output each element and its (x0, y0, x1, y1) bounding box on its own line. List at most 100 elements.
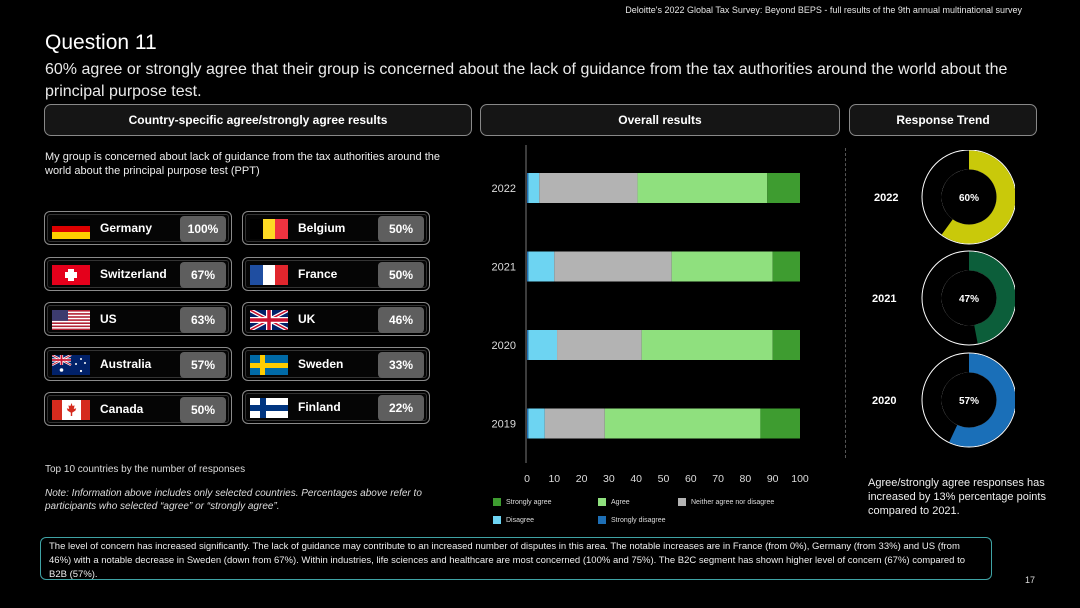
overall-results-chart: 2022 2021 2020 2019 0 10 20 30 40 50 60 70 80 90 100 (492, 145, 809, 485)
country-name: Switzerland (100, 267, 167, 281)
panel-divider (845, 148, 846, 458)
trend-year-2020: 2020 (872, 395, 897, 407)
sweden-flag-icon (250, 355, 288, 375)
legend-label: Agree (611, 498, 630, 506)
country-card-australia: Australia 57% (44, 347, 232, 381)
donut-hole (941, 372, 997, 428)
x-tick-label: 20 (576, 473, 588, 485)
country-percent: 57% (180, 352, 226, 378)
donut-value-label: 47% (959, 294, 979, 305)
x-tick-label: 10 (548, 473, 560, 485)
country-percent: 50% (378, 262, 424, 288)
category-label: 2021 (492, 262, 516, 274)
germany-flag-icon (52, 219, 90, 239)
legend-agree: Agree (598, 498, 630, 506)
bar-segment (527, 251, 529, 282)
legend-disagree: Disagree (493, 516, 534, 524)
bar-segment (527, 408, 529, 439)
x-tick-label: 0 (524, 473, 530, 485)
country-card-uk: UK 46% (242, 302, 430, 336)
country-card-belgium: Belgium 50% (242, 211, 430, 245)
country-name: Sweden (298, 357, 344, 371)
legend-label: Neither agree nor disagree (691, 498, 775, 506)
trend-panel-header: Response Trend (849, 104, 1037, 136)
donut-hole (941, 169, 997, 225)
donut-value-label: 60% (959, 193, 979, 204)
australia-flag-icon (52, 355, 90, 375)
switzerland-flag-icon (52, 265, 90, 285)
x-tick-label: 90 (767, 473, 779, 485)
bar-segment (528, 251, 555, 282)
canada-flag-icon (52, 400, 90, 420)
page-number: 17 (1025, 575, 1036, 585)
x-tick-label: 40 (630, 473, 642, 485)
country-panel-label: Country-specific agree/strongly agree re… (128, 113, 388, 127)
finland-flag-icon (250, 398, 288, 418)
source-line: Deloitte's 2022 Global Tax Survey: Beyon… (625, 5, 1022, 15)
legend-swatch (493, 498, 501, 506)
summary-box: The level of concern has increased signi… (40, 537, 992, 580)
bar-segment (554, 251, 672, 282)
legend-swatch (493, 516, 501, 524)
country-card-sweden: Sweden 33% (242, 347, 430, 381)
bar-segment (539, 173, 638, 203)
bar-segment (637, 173, 768, 203)
x-tick-label: 100 (791, 473, 809, 485)
country-name: Belgium (298, 221, 346, 235)
bar-segment (528, 173, 540, 203)
legend-strongly-agree: Strongly agree (493, 498, 552, 506)
summary-text: The level of concern has increased signi… (49, 541, 966, 580)
country-percent: 100% (180, 216, 226, 242)
donut-value-label: 57% (959, 396, 979, 407)
category-label: 2020 (492, 340, 516, 352)
country-card-finland: Finland 22% (242, 390, 430, 424)
country-percent: 50% (378, 216, 424, 242)
bar-segment (557, 330, 642, 360)
bar-segment (772, 251, 800, 282)
bar-segment (760, 408, 800, 439)
country-card-us: US 63% (44, 302, 232, 336)
donut-arc (949, 353, 1015, 447)
country-percent: 63% (180, 307, 226, 333)
overall-panel-label: Overall results (618, 113, 702, 127)
legend-strongly-disagree: Strongly disagree (598, 516, 665, 524)
legend-swatch (678, 498, 686, 506)
x-tick-label: 80 (740, 473, 752, 485)
bar-segment (527, 330, 529, 360)
legend-swatch (598, 516, 606, 524)
country-card-france: France 50% (242, 257, 430, 291)
bar-segment (641, 330, 773, 360)
x-tick-label: 50 (658, 473, 670, 485)
x-tick-label: 60 (685, 473, 697, 485)
percentages-note: Note: Information above includes only se… (45, 488, 422, 512)
category-label: 2019 (492, 419, 516, 431)
country-percent: 46% (378, 307, 424, 333)
legend-label: Disagree (506, 516, 535, 524)
x-tick-label: 70 (712, 473, 724, 485)
category-label: 2022 (492, 183, 516, 195)
bar-segment (528, 330, 558, 360)
country-percent: 22% (378, 395, 424, 421)
bar-segment (544, 408, 605, 439)
france-flag-icon (250, 265, 288, 285)
bar-segment (527, 173, 529, 203)
country-panel-header: Country-specific agree/strongly agree re… (44, 104, 472, 136)
bar-segment (767, 173, 800, 203)
question-text: My group is concerned about lack of guid… (45, 151, 441, 177)
country-card-switzerland: Switzerland 67% (44, 257, 232, 291)
page-subtitle: 60% agree or strongly agree that their g… (45, 61, 1008, 100)
x-tick-label: 30 (603, 473, 615, 485)
legend-label: Strongly disagree (611, 516, 666, 524)
overall-panel-header: Overall results (480, 104, 840, 136)
country-name: US (100, 312, 117, 326)
uk-flag-icon (250, 310, 288, 330)
country-name: Canada (100, 402, 144, 416)
donut-arc (941, 150, 1015, 244)
trend-note: Agree/strongly agree responses has incre… (868, 477, 1046, 517)
country-name: Finland (298, 400, 341, 414)
bar-segment (671, 251, 773, 282)
country-name: Australia (100, 357, 152, 371)
country-name: UK (298, 312, 316, 326)
country-percent: 50% (180, 397, 226, 423)
page-title: Question 11 (45, 31, 157, 54)
